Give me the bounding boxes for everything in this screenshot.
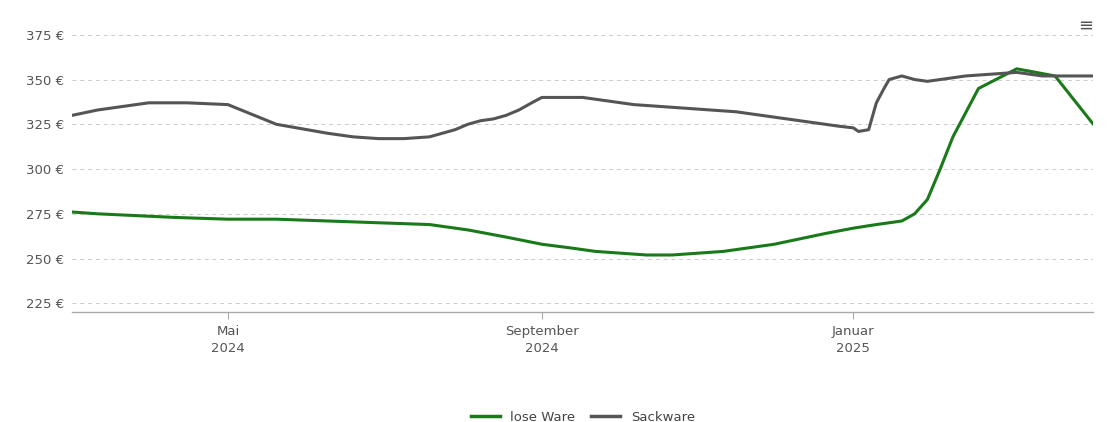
Text: ≡: ≡ (1078, 17, 1093, 35)
Legend: lose Ware, Sackware: lose Ware, Sackware (465, 406, 700, 422)
